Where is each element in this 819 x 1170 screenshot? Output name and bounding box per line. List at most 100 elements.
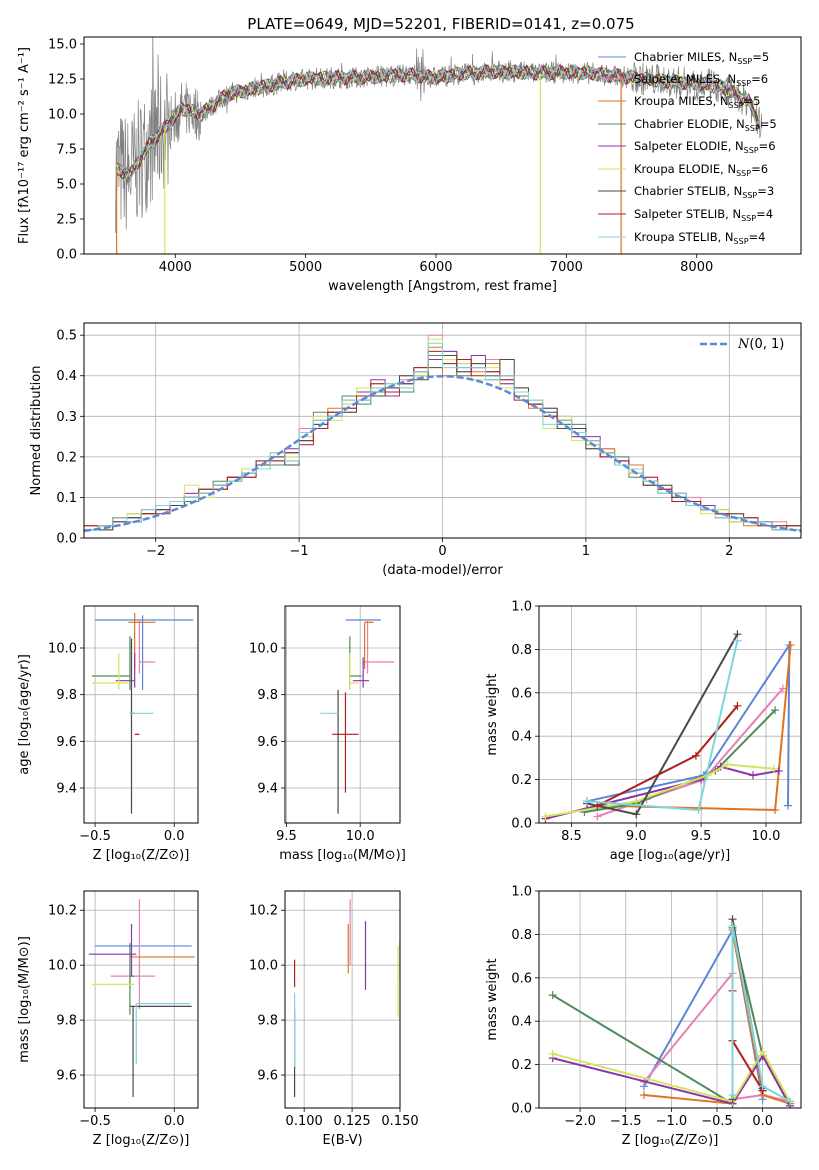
mass_vs_ebv-xtick-label: 0.150	[381, 1114, 418, 1129]
residuals-ytick-label: 0.1	[56, 491, 77, 506]
weight_vs_Z-frame	[538, 890, 802, 1109]
weight-point-marker	[733, 701, 742, 710]
weight_vs_Z-ytick-label: 0.0	[511, 1102, 532, 1117]
weight-point-marker	[728, 921, 737, 930]
mass_vs_Z-xtick-label: 0.0	[164, 1114, 185, 1129]
weight-series-line	[597, 687, 784, 818]
weight-point-marker	[694, 805, 703, 814]
age_vs_Z-ytick-label: 9.6	[56, 735, 77, 750]
legend-label-salpeter-miles: Salpeter MILES, NSSP=6	[634, 72, 768, 88]
legend-label-salpeter-elodie: Salpeter ELODIE, NSSP=6	[634, 139, 776, 155]
mass_vs_Z-frame	[83, 890, 199, 1109]
weight-series-line	[552, 1049, 791, 1103]
weight-point-marker	[778, 684, 787, 693]
weight-point-marker	[786, 1097, 795, 1106]
age_vs_Z-ylabel: age [log₁₀(age/yr)]	[17, 654, 32, 775]
spectrum-xlabel: wavelength [Angstrom, rest frame]	[328, 279, 557, 294]
legend-label-chabrier-stelib: Chabrier STELIB, NSSP=3	[634, 184, 774, 200]
mass_vs_ebv-xlabel: E(B-V)	[322, 1133, 362, 1148]
spectrum-frame	[83, 36, 802, 255]
age_vs_mass-xtick-label: 10.0	[346, 829, 375, 844]
residuals-ytick-label: 0.4	[56, 369, 77, 384]
spectrum-xtick-label: 6000	[419, 260, 452, 275]
weight_vs_Z-ytick-label: 0.8	[511, 928, 532, 943]
weight_vs_age-panel: 8.5 9.0 9.5 10.0 0.0 0.2 0.4 0.6 0.8 1.0 age [log₁…	[485, 600, 802, 863]
weight-point-marker	[749, 771, 758, 780]
spectrum-ytick-label: 2.5	[56, 213, 77, 228]
weight_vs_age-ytick-label: 0.6	[511, 686, 532, 701]
weight_vs_Z-ytick-label: 0.6	[511, 971, 532, 986]
weight-point-marker	[758, 1082, 767, 1091]
age_vs_Z-xtick-label: 0.0	[164, 829, 185, 844]
weight-point-marker	[593, 812, 602, 821]
weight-point-marker	[691, 751, 700, 760]
mass_vs_ebv-ytick-label: 10.2	[249, 904, 278, 919]
weight_vs_Z-panel: −2.0 −1.5 −1.0 −0.5 0.0 0.0 0.2 0.4 0.6 0.8 1.0 Z […	[485, 885, 802, 1148]
mass_vs_ebv-ytick-label: 10.0	[249, 959, 278, 974]
spectrum-ytick-label: 10.0	[48, 108, 77, 123]
weight_vs_age-xtick-label: 8.5	[561, 829, 582, 844]
age_vs_Z-plot-area	[91, 613, 194, 814]
spectrum-xtick-label: 4000	[159, 260, 192, 275]
spectrum-plot-area	[114, 37, 763, 254]
weight-point-marker	[548, 991, 557, 1000]
age_vs_mass-plot-area	[320, 619, 395, 814]
mass_vs_Z-ytick-label: 9.6	[56, 1069, 77, 1084]
residuals-frame	[83, 322, 802, 539]
weight_vs_Z-ytick-label: 0.2	[511, 1058, 532, 1073]
weight-point-marker	[723, 760, 732, 769]
observed-spectrum-line	[114, 37, 763, 234]
spectrum-xtick-label: 7000	[550, 260, 583, 275]
legend-label-kroupa-elodie: Kroupa ELODIE, NSSP=6	[634, 162, 768, 178]
age_vs_mass-frame	[284, 605, 401, 824]
weight_vs_Z-xtick-label: −1.0	[656, 1114, 688, 1129]
mass_vs_ebv-panel: 0.100 0.125 0.150 9.6 9.8 10.0 10.2 E(B-V)	[249, 890, 419, 1148]
weight-series-line	[586, 641, 791, 806]
age_vs_mass-xtick-label: 9.5	[276, 829, 297, 844]
weight-point-marker	[639, 1090, 648, 1099]
spectrum-legend: Chabrier MILES, NSSP=5 Salpeter MILES, N…	[598, 50, 777, 246]
spectrum-ytick-label: 7.5	[56, 143, 77, 158]
weight_vs_Z-ytick-label: 0.4	[511, 1015, 532, 1030]
mass_vs_Z-ylabel: mass [log₁₀(M/M⊙)]	[17, 936, 32, 1063]
mass_vs_ebv-ytick-label: 9.6	[257, 1069, 278, 1084]
age_vs_mass-ytick-label: 9.4	[257, 782, 278, 797]
legend-label-normal: N(0, 1)	[737, 337, 784, 352]
weight-series-line	[552, 1053, 791, 1107]
weight-point-marker	[728, 1090, 737, 1099]
mass_vs_Z-ytick-label: 10.0	[48, 959, 77, 974]
weight_vs_Z-xtick-label: −0.5	[701, 1114, 733, 1129]
residuals-xtick-label: 0	[438, 544, 446, 559]
weight_vs_age-ytick-label: 0.0	[511, 817, 532, 832]
weight-point-marker	[771, 805, 780, 814]
weight-point-marker	[541, 812, 550, 821]
weight-point-marker	[769, 764, 778, 773]
weight-series-line	[643, 927, 764, 1100]
mass_vs_ebv-ytick-label: 9.8	[257, 1014, 278, 1029]
residuals-ytick-label: 0.5	[56, 329, 77, 344]
age_vs_mass-panel: 9.5 10.0 9.4 9.6 9.8 10.0 mass [log₁₀(M/M⊙)]	[249, 605, 406, 863]
residuals-xlabel: (data-model)/error	[382, 563, 503, 578]
age_vs_Z-xtick-label: −0.5	[79, 829, 111, 844]
legend-label-salpeter-stelib: Salpeter STELIB, NSSP=4	[634, 207, 773, 223]
weight-point-marker	[582, 797, 591, 806]
weight_vs_age-xtick-label: 10.0	[752, 829, 781, 844]
age_vs_Z-ytick-label: 9.4	[56, 782, 77, 797]
weight-point-marker	[733, 636, 742, 645]
legend-label-chabrier-miles: Chabrier MILES, NSSP=5	[634, 50, 769, 66]
weight_vs_Z-xlabel: Z [log₁₀(Z/Z⊙)]	[622, 1133, 719, 1148]
weight_vs_age-ytick-label: 1.0	[511, 600, 532, 615]
mass_vs_Z-plot-area	[88, 899, 195, 1098]
mass_vs_ebv-xtick-label: 0.100	[286, 1114, 323, 1129]
weight_vs_age-ytick-label: 0.4	[511, 730, 532, 745]
age_vs_mass-ytick-label: 9.6	[257, 735, 278, 750]
age_vs_mass-ytick-label: 10.0	[249, 642, 278, 657]
spectrum-ytick-label: 0.0	[56, 248, 77, 263]
weight-series-line	[586, 633, 739, 816]
weight_vs_Z-xtick-label: −1.5	[610, 1114, 642, 1129]
residuals-xtick-label: −1	[290, 544, 309, 559]
model-spectrum-line	[116, 63, 760, 178]
weight_vs_age-ytick-label: 0.2	[511, 773, 532, 788]
mass_vs_Z-ytick-label: 10.2	[48, 904, 77, 919]
